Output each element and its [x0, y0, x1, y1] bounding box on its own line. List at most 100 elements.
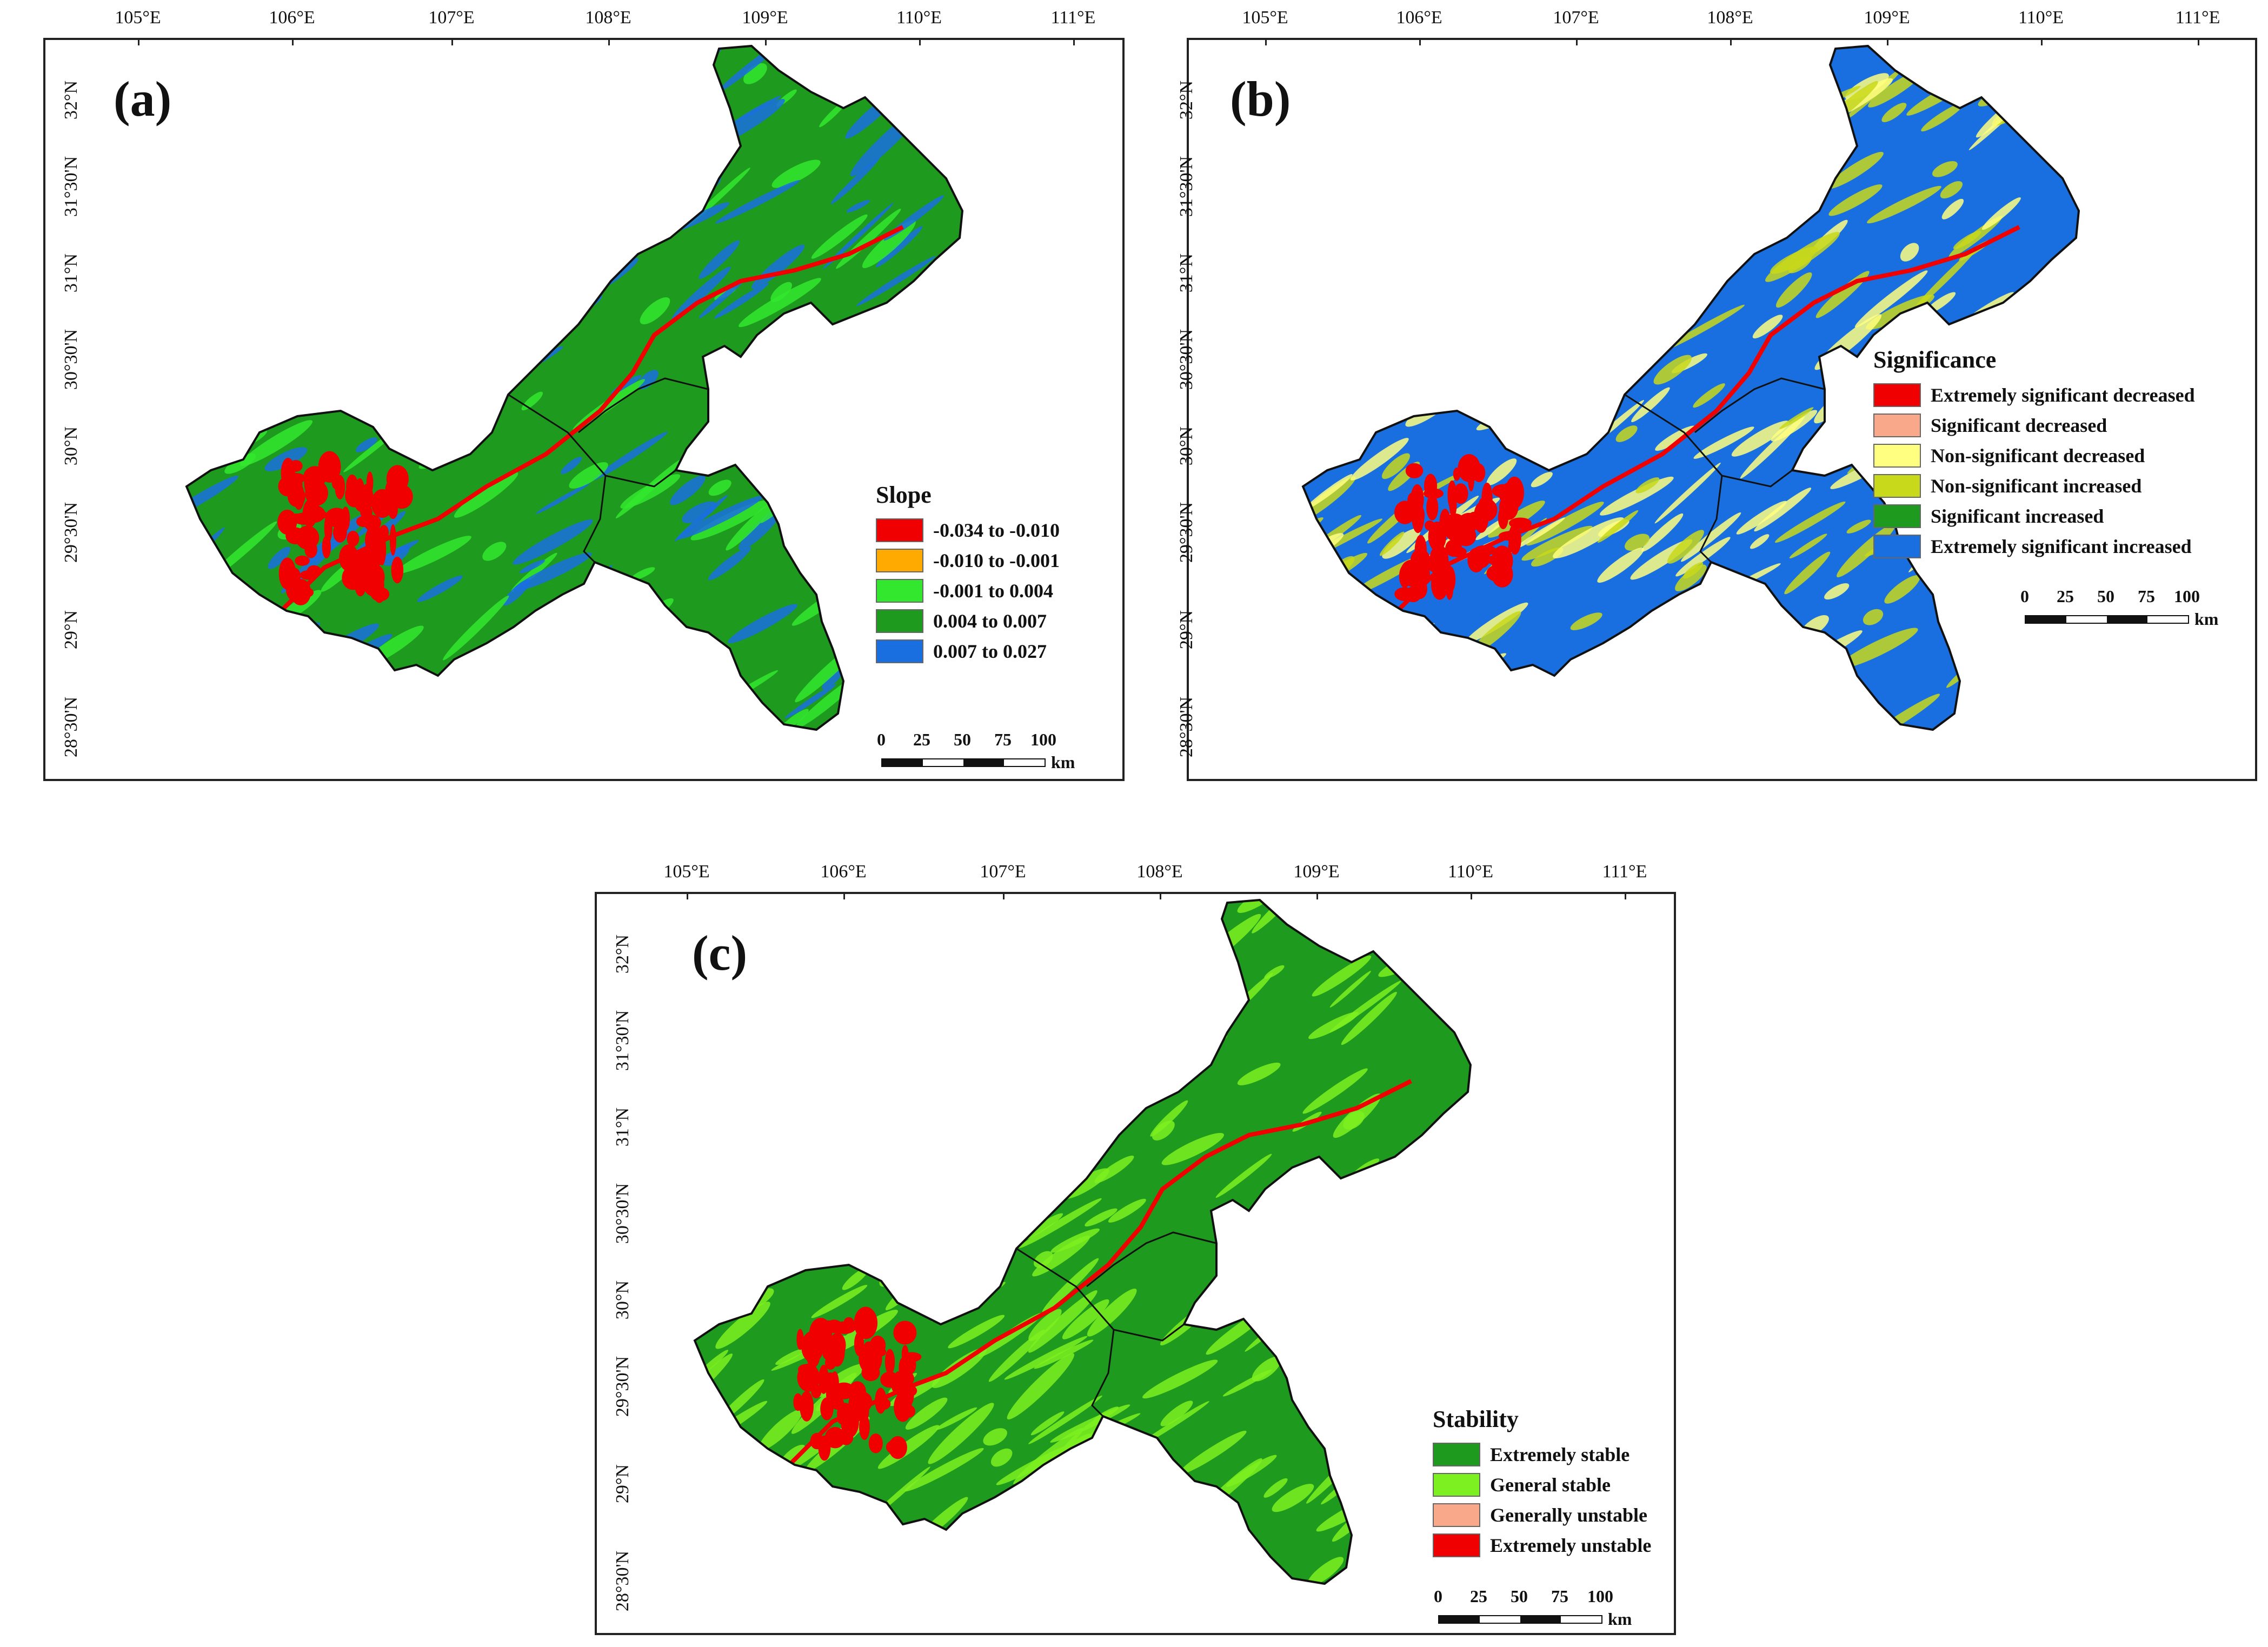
scalebar-tick-label: 50	[2097, 586, 2114, 606]
panel-label-a: (a)	[114, 71, 172, 126]
latitude-label: 31°30'N	[613, 1010, 633, 1071]
legend-item: Extremely unstable	[1433, 1530, 1651, 1561]
legend-item: General stable	[1433, 1470, 1651, 1500]
longitude-tick	[2198, 38, 2199, 45]
legend-item: -0.034 to -0.010	[876, 515, 1060, 545]
longitude-label: 108°E	[1707, 8, 1753, 28]
latitude-label: 29°N	[1176, 610, 1196, 650]
scalebar-unit: km	[2194, 609, 2219, 629]
longitude-tick	[1625, 892, 1626, 899]
longitude-tick	[843, 892, 845, 899]
longitude-label: 105°E	[663, 862, 710, 882]
scalebar-tick-label: 75	[994, 730, 1012, 749]
latitude-label: 28°30'N	[1176, 696, 1196, 758]
legend-item: Non-significant increased	[1873, 471, 2195, 501]
latitude-label: 32°N	[613, 934, 633, 974]
panel-a: (a) Slope -0.034 to -0.010 -0.010 to -0.0…	[43, 0, 1125, 789]
longitude-label: 110°E	[2018, 8, 2064, 28]
scalebar-tick-label: 25	[913, 730, 930, 749]
legend-item: 0.007 to 0.027	[876, 636, 1060, 666]
longitude-tick	[2041, 38, 2043, 45]
latitude-label: 31°N	[61, 253, 81, 293]
legend-slope: Slope -0.034 to -0.010 -0.010 to -0.001 -0…	[876, 481, 1060, 666]
scalebar-tick-label: 25	[1470, 1586, 1487, 1606]
legend-label: Extremely significant decreased	[1931, 384, 2195, 406]
legend-swatch	[876, 579, 923, 603]
latitude-label: 30°30'N	[613, 1183, 633, 1244]
scalebar-bar	[2025, 615, 2189, 624]
legend-stability: Stability Extremely stable General stable…	[1433, 1405, 1651, 1561]
latitude-label: 29°N	[61, 610, 81, 650]
scalebar-tick-label: 100	[2174, 586, 2200, 606]
legend-item: Significant increased	[1873, 501, 2195, 531]
region-map-c	[693, 898, 1472, 1585]
latitude-label: 30°30'N	[1176, 329, 1196, 390]
legend-item: -0.001 to 0.004	[876, 576, 1060, 606]
legend-label: 0.007 to 0.027	[933, 641, 1047, 662]
longitude-tick	[1265, 38, 1267, 45]
latitude-label: 32°N	[61, 80, 81, 120]
longitude-tick	[608, 38, 610, 45]
legend-significance: Significance Extremely significant decre…	[1873, 346, 2195, 562]
scalebar-tick-label: 0	[1434, 1586, 1442, 1606]
longitude-label: 111°E	[1050, 8, 1096, 28]
scalebar-b: 0 25 50 75 100 km	[2020, 586, 2219, 629]
scalebar-unit: km	[1608, 1609, 1632, 1629]
latitude-label: 29°N	[613, 1464, 633, 1504]
longitude-label: 109°E	[1293, 862, 1340, 882]
legend-swatch	[1873, 444, 1921, 468]
longitude-label: 106°E	[269, 8, 315, 28]
scalebar-tick-label: 0	[877, 730, 886, 749]
legend-swatch	[1873, 474, 1921, 498]
longitude-label: 111°E	[1602, 862, 1647, 882]
legend-swatch	[876, 609, 923, 633]
scalebar-unit: km	[1051, 752, 1075, 772]
legend-items: -0.034 to -0.010 -0.010 to -0.001 -0.001 t…	[876, 515, 1060, 666]
scalebar-tick-label: 50	[1511, 1586, 1528, 1606]
longitude-tick	[1419, 38, 1421, 45]
panel-label-b: (b)	[1230, 71, 1291, 126]
legend-item: Extremely stable	[1433, 1439, 1651, 1470]
longitude-tick	[451, 38, 453, 45]
legend-title: Slope	[876, 482, 932, 508]
latitude-label: 28°30'N	[61, 696, 81, 758]
legend-label: Non-significant decreased	[1931, 445, 2145, 466]
scalebar-tick-label: 75	[2138, 586, 2155, 606]
legend-swatch	[1433, 1473, 1480, 1497]
scalebar-c: 0 25 50 75 100 km	[1434, 1586, 1632, 1629]
latitude-label: 28°30'N	[613, 1550, 633, 1612]
legend-item: -0.010 to -0.001	[876, 545, 1060, 576]
scalebar-bar	[881, 758, 1046, 767]
legend-swatch	[876, 549, 923, 572]
legend-swatch	[1433, 1533, 1480, 1557]
longitude-tick	[1471, 892, 1472, 899]
legend-label: Generally unstable	[1490, 1504, 1648, 1526]
longitude-tick	[1730, 38, 1732, 45]
panel-b: (b) Significance Extremely significant d…	[1176, 0, 2268, 789]
longitude-label: 105°E	[1242, 8, 1288, 28]
legend-swatch	[1433, 1503, 1480, 1527]
scalebar-numbers: 0 25 50 75 100	[1434, 1586, 1632, 1609]
longitude-label: 107°E	[1553, 8, 1599, 28]
longitude-tick	[1887, 38, 1888, 45]
longitude-tick	[1160, 892, 1161, 899]
legend-item: Non-significant decreased	[1873, 441, 2195, 471]
longitude-label: 108°E	[1136, 862, 1183, 882]
scalebar-numbers: 0 25 50 75 100	[877, 730, 1075, 752]
longitude-label: 110°E	[1447, 862, 1494, 882]
latitude-label: 31°N	[1176, 253, 1196, 293]
legend-label: Significant increased	[1931, 505, 2104, 527]
legend-item: Extremely significant decreased	[1873, 380, 2195, 410]
latitude-label: 32°N	[1176, 80, 1196, 120]
legend-label: -0.010 to -0.001	[933, 550, 1060, 571]
scalebar-tick-label: 100	[1030, 730, 1056, 749]
legend-swatch	[1433, 1443, 1480, 1466]
longitude-tick	[919, 38, 921, 45]
latitude-label: 29°30'N	[61, 502, 81, 563]
latitude-label: 31°30'N	[61, 156, 81, 217]
scalebar-bar	[1438, 1615, 1602, 1624]
legend-item: Significant decreased	[1873, 410, 2195, 441]
internal-boundary	[583, 475, 607, 563]
longitude-label: 106°E	[820, 862, 867, 882]
scalebar-tick-label: 25	[2057, 586, 2074, 606]
